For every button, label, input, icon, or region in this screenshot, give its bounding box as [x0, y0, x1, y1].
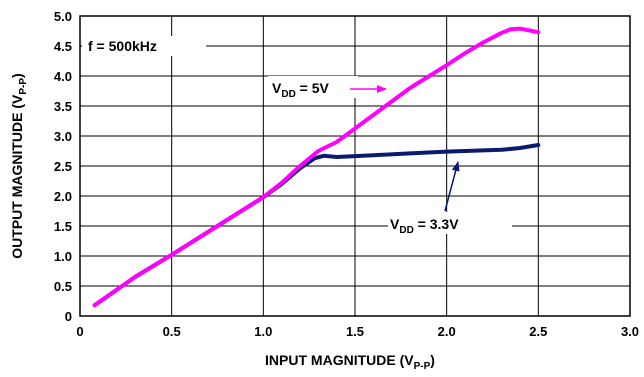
x-tick-label: 3.0 — [621, 324, 639, 339]
vdd33-label: VDD = 3.3V — [390, 216, 459, 236]
x-tick-label: 2.0 — [438, 324, 456, 339]
y-axis-title: OUTPUT MAGNITUDE (VP-P) — [9, 73, 29, 258]
plot-frame — [79, 15, 631, 317]
freq-label: f = 500kHz — [88, 38, 157, 54]
y-tick-label: 5.0 — [54, 9, 72, 24]
grid — [80, 16, 630, 316]
x-tick-label: 0 — [76, 324, 83, 339]
vdd5-label-bg — [268, 76, 358, 98]
y-tick-label: 3.0 — [54, 129, 72, 144]
tick-labels: 0 0.5 1.0 1.5 2.0 2.5 3.0 0 0.5 1.0 1.5 2.0 2.5 3.0 3.… — [54, 9, 639, 339]
x-tick-label: 2.5 — [529, 324, 547, 339]
y-tick-label: 0.5 — [54, 279, 72, 294]
vdd5-label: VDD = 5V — [272, 80, 330, 100]
y-tick-label: 2.0 — [54, 189, 72, 204]
freq-label-bg — [82, 36, 206, 56]
series-line-2 — [92, 26, 541, 308]
y-tick-label: 4.5 — [54, 39, 72, 54]
y-tick-label: 2.5 — [54, 159, 72, 174]
x-axis-title: INPUT MAGNITUDE (VP-P) — [265, 352, 435, 372]
x-tick-label: 1.5 — [346, 324, 364, 339]
y-tick-label: 1.5 — [54, 219, 72, 234]
vdd33-label-bg — [388, 212, 512, 234]
series-layer — [92, 26, 541, 308]
x-tick-label: 1.0 — [254, 324, 272, 339]
x-tick-label: 0.5 — [163, 324, 181, 339]
y-tick-label: 4.0 — [54, 69, 72, 84]
vdd33-arrow — [444, 161, 460, 212]
y-tick-label: 3.5 — [54, 99, 72, 114]
y-tick-label: 1.0 — [54, 249, 72, 264]
y-tick-label: 0 — [65, 309, 72, 324]
